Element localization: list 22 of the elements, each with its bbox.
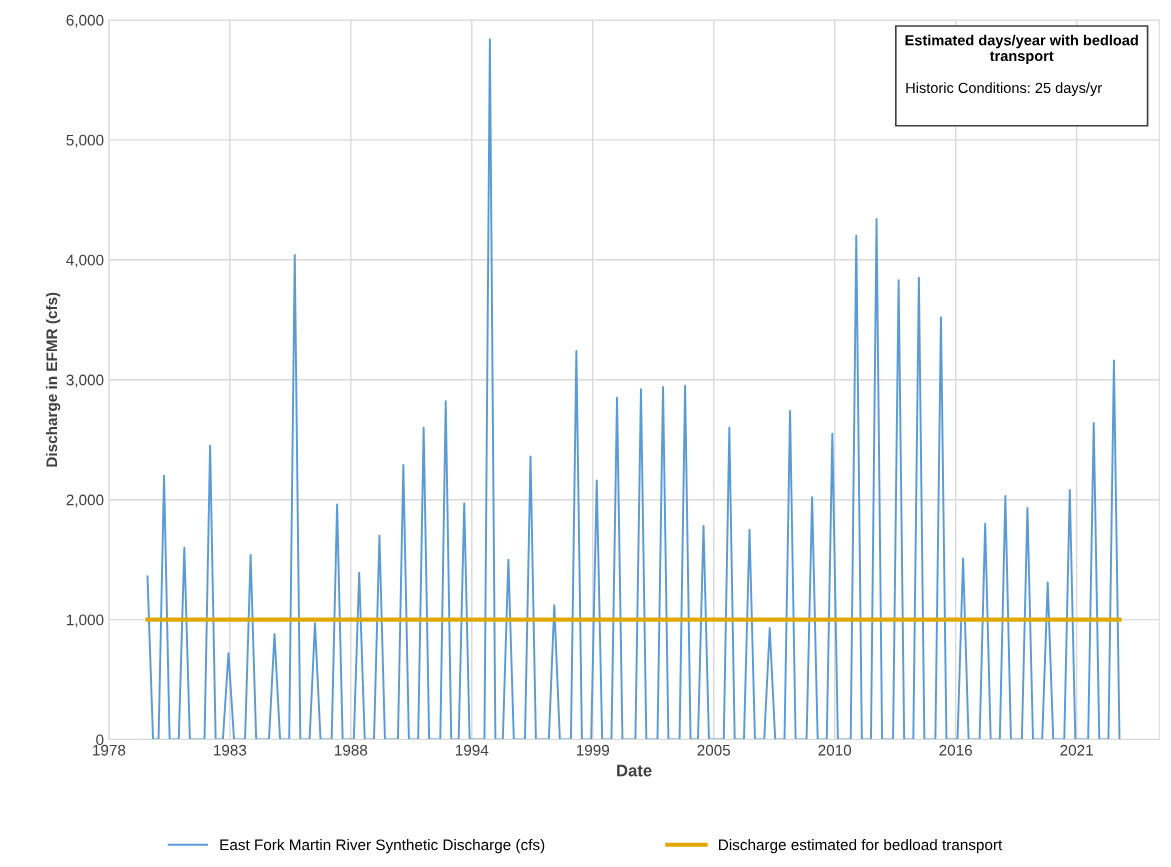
x-tick-label: 2005 (697, 744, 731, 756)
x-tick-label: 2021 (1060, 744, 1093, 756)
y-tick-label: 1,000 (66, 614, 104, 628)
x-tick-label: 1999 (576, 744, 610, 756)
x-tick-label: 1978 (93, 744, 126, 756)
legend-label: East Fork Martin River Synthetic Discharge (cfs) (220, 839, 545, 854)
x-tick-label: 2016 (939, 744, 972, 756)
y-tick-label: 0 (96, 734, 104, 746)
x-tick-label: 1988 (335, 744, 368, 756)
y-tick-label: 3,000 (66, 374, 104, 388)
x-axis-title: Date (617, 764, 652, 777)
annotation: Estimated days/year with bedload transport (905, 34, 1138, 64)
y-tick-label: 2,000 (66, 494, 104, 508)
y-tick-label: 5,000 (66, 134, 104, 148)
annotation: Historic Conditions: 25 days/yr (906, 82, 1102, 96)
y-axis-title: Discharge in EFMR (cfs) (45, 292, 61, 467)
x-tick-label: 1983 (214, 744, 247, 756)
x-tick-label: 2010 (818, 744, 852, 756)
y-tick-label: 4,000 (66, 254, 104, 268)
legend-label: Discharge estimated for bedload transport (719, 839, 1003, 854)
x-tick-label: 1994 (455, 744, 489, 756)
y-tick-label: 6,000 (66, 14, 104, 28)
